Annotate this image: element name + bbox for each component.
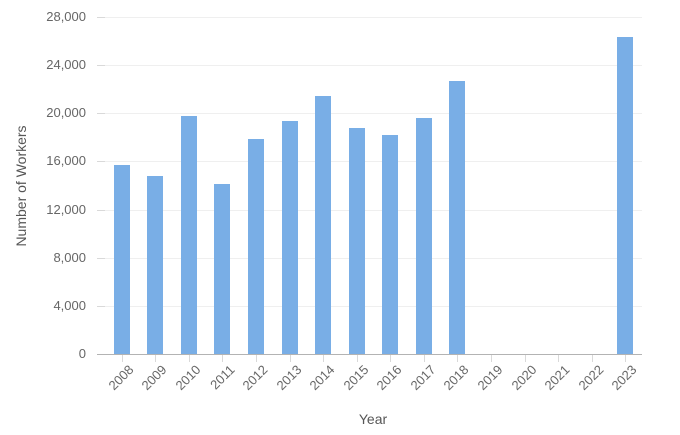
y-axis-title: Number of Workers [13, 125, 29, 247]
y-tick-label: 12,000 [46, 201, 86, 217]
gridline [105, 209, 642, 211]
y-tick-mark [97, 257, 105, 259]
x-tick-mark [490, 355, 492, 362]
bar [248, 138, 265, 354]
x-tick-label: 2015 [340, 362, 372, 394]
x-tick-mark [591, 355, 593, 362]
bar [617, 37, 634, 354]
x-tick-mark [155, 355, 157, 362]
x-tick-label: 2011 [206, 362, 238, 393]
x-tick-mark [323, 355, 325, 362]
x-tick-mark [121, 355, 123, 362]
bar [180, 115, 197, 354]
x-tick-mark [222, 355, 224, 362]
x-tick-label: 2013 [273, 362, 305, 394]
y-tick-label: 20,000 [46, 105, 86, 121]
x-tick-mark [423, 355, 425, 362]
x-tick-mark [558, 355, 560, 362]
y-tick-mark [97, 17, 105, 18]
x-axis-line [97, 354, 642, 355]
x-tick-mark [256, 355, 258, 362]
x-tick-label: 2010 [172, 362, 204, 394]
x-tick-mark [457, 355, 459, 362]
gridline [105, 65, 642, 67]
y-tick-mark [97, 209, 105, 211]
x-tick-label: 2014 [306, 362, 338, 394]
x-tick-mark [625, 355, 627, 362]
x-tick-label: 2012 [239, 362, 271, 394]
y-tick-label: 28,000 [46, 9, 86, 24]
x-tick-mark [390, 355, 392, 362]
x-tick-label: 2022 [575, 362, 607, 394]
x-tick-label: 2009 [138, 362, 170, 394]
gridline [105, 305, 642, 307]
bar [415, 118, 432, 354]
y-tick-mark [97, 161, 105, 163]
bar [382, 134, 399, 354]
bar [281, 120, 298, 354]
x-tick-label: 2018 [440, 362, 473, 394]
x-tick-label: 2008 [105, 362, 137, 394]
bar [147, 175, 164, 354]
bar [449, 80, 466, 354]
x-tick-label: 2017 [407, 362, 439, 394]
y-tick-label: 16,000 [46, 153, 86, 169]
x-tick-label: 2020 [508, 362, 540, 394]
bar [113, 165, 130, 354]
x-tick-label: 2023 [608, 362, 640, 394]
x-tick-mark [188, 355, 190, 362]
bar [214, 184, 231, 354]
x-tick-mark [289, 355, 291, 362]
bar [315, 96, 332, 354]
y-tick-label: 0 [78, 346, 86, 361]
gridline [105, 17, 642, 18]
y-tick-label: 4,000 [53, 297, 86, 313]
x-tick-label: 2019 [474, 362, 506, 394]
y-tick-mark [97, 65, 105, 67]
x-tick-mark [524, 355, 526, 362]
x-tick-label: 2021 [541, 362, 573, 394]
gridline [105, 257, 642, 259]
gridline [105, 113, 642, 115]
y-tick-label: 8,000 [53, 249, 86, 265]
y-tick-mark [97, 305, 105, 307]
x-axis-title: Year [358, 411, 388, 427]
y-tick-mark [97, 113, 105, 115]
x-tick-mark [356, 355, 358, 362]
y-tick-label: 24,000 [46, 57, 86, 73]
gridline [105, 161, 642, 163]
x-tick-label: 2016 [373, 362, 405, 394]
bar [348, 127, 365, 354]
